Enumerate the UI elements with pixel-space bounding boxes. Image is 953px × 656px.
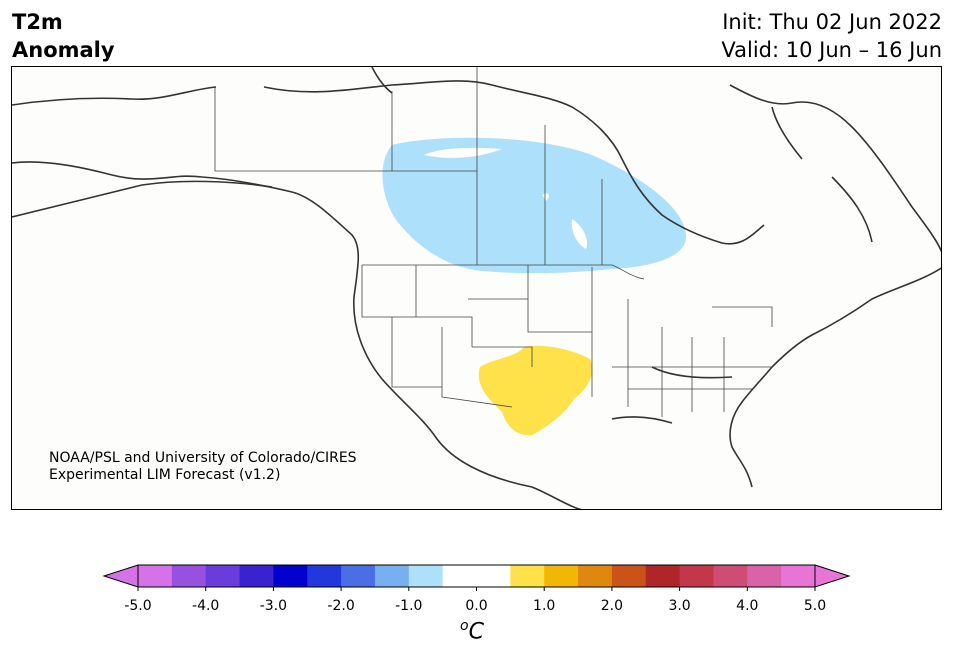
colorbar-tick-label: 2.0 [600,598,624,614]
colorbar-tick-label: 0.0 [465,598,488,614]
colorbar [102,564,851,591]
colorbar-swatch [611,565,647,587]
map-panel [11,66,942,510]
colorbar-swatch [307,565,342,587]
colorbar-swatch [781,565,816,587]
colorbar-swatch [713,565,748,587]
colorbar-swatch [374,565,410,587]
colorbar-swatch [239,565,274,587]
colorbar-swatch [408,565,444,587]
cold-anomaly-region [382,137,687,274]
colorbar-tick-label: 3.0 [668,598,691,614]
colorbar-tick-label: -3.0 [259,598,288,614]
colorbar-swatch [510,565,545,587]
colorbar-swatch [679,565,714,587]
colorbar-extend-low [102,564,139,588]
colorbar-tick-label: 1.0 [533,598,556,614]
valid-range: Valid: 10 Jun – 16 Jun [721,38,942,62]
colorbar-swatch [205,565,241,587]
colorbar-units: oC [460,618,484,644]
colorbar-tick-label: -5.0 [124,598,152,614]
credit-line-1: NOAA/PSL and University of Colorado/CIRE… [49,450,357,466]
colorbar-swatch [578,565,613,587]
colorbar-swatch [747,565,782,587]
map-title: T2m Anomaly [12,8,115,64]
title-anomaly: Anomaly [12,38,115,62]
colorbar-tick-label: -4.0 [192,598,220,614]
init-date: Init: Thu 02 Jun 2022 [722,10,942,34]
lake-shape [542,193,549,201]
colorbar-tick-label: -2.0 [327,598,355,614]
colorbar-extend-high [814,564,851,588]
colorbar-swatch [476,565,511,587]
colorbar-swatch [138,565,173,587]
political-boundaries [214,67,773,417]
colorbar-tick-label: 5.0 [803,598,827,614]
colorbar-swatch [544,565,579,587]
units-degree: o [460,618,469,634]
lake-shape [424,147,502,158]
colorbar-swatch [442,565,477,587]
colorbar-swatch [341,565,376,587]
credit-text: NOAA/PSL and University of Colorado/CIRE… [49,450,357,484]
colorbar-swatch [171,565,207,587]
forecast-dates: Init: Thu 02 Jun 2022 Valid: 10 Jun – 16… [721,8,942,64]
units-celsius: C [468,619,484,645]
colorbar-tick-label: 4.0 [736,598,759,614]
colorbar-tick-label: -1.0 [395,598,423,614]
credit-line-2: Experimental LIM Forecast (v1.2) [49,467,281,483]
lake-shape [571,219,588,249]
colorbar-swatch [645,565,681,587]
coastlines [12,67,941,509]
warm-anomaly-region [478,345,593,436]
north-america-map [12,67,941,509]
colorbar-swatch [273,565,308,587]
title-variable: T2m [12,10,63,34]
